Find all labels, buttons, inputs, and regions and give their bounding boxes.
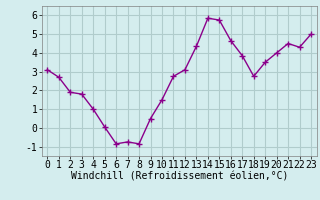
X-axis label: Windchill (Refroidissement éolien,°C): Windchill (Refroidissement éolien,°C) xyxy=(70,172,288,182)
